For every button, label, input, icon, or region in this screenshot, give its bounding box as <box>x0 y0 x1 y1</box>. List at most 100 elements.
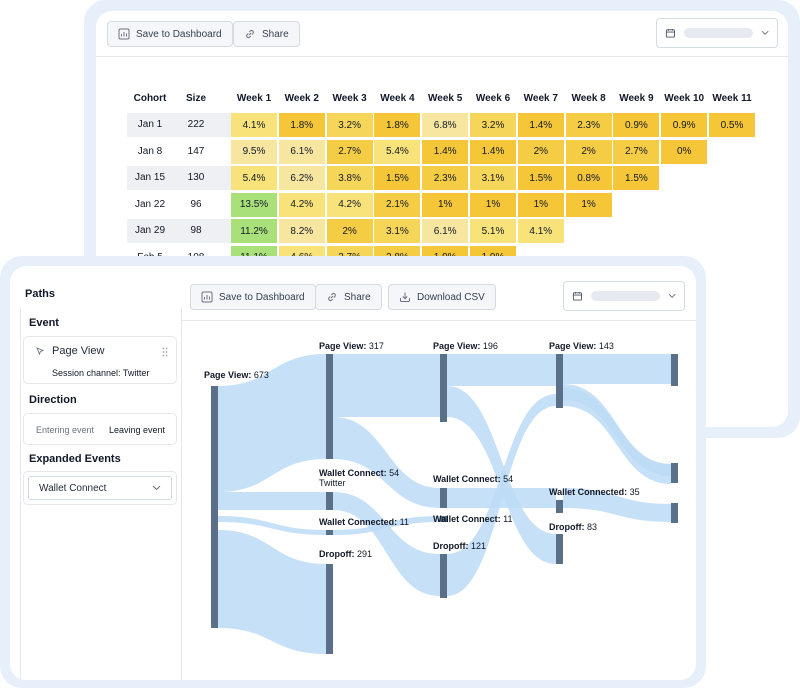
flow-label-name: Wallet Connected: <box>319 517 398 527</box>
retention-cell: 11.2% <box>231 219 277 243</box>
cohort-size: 222 <box>187 119 205 130</box>
flow-label-name: Page View: <box>433 341 481 351</box>
node-s2-wallet-connect[interactable] <box>440 488 447 508</box>
node-root-page-view[interactable] <box>211 386 218 628</box>
node-s2-wallet-connect-2[interactable] <box>440 516 447 522</box>
node-s1-wallet-connect[interactable] <box>326 492 333 510</box>
retention-cell: 2% <box>517 139 564 164</box>
event-card[interactable]: Page View Session channel: Twitter <box>23 336 177 384</box>
flow-label-value: 196 <box>480 341 498 351</box>
retention-cell: 1.8% <box>278 113 325 137</box>
cohort-header-10: Week 9 <box>619 93 654 104</box>
node-s4-top[interactable] <box>671 354 678 386</box>
node-s2-page-view[interactable] <box>440 354 447 422</box>
toolbar-divider <box>96 56 788 57</box>
chart-icon <box>118 28 130 40</box>
save-to-dashboard-button[interactable]: Save to Dashboard <box>107 21 233 47</box>
cohort-label: Jan 8 <box>137 145 163 157</box>
download-csv-button[interactable]: Download CSV <box>388 284 496 310</box>
retention-cell: 2.3% <box>565 113 612 137</box>
paths-share-button[interactable]: Share <box>315 284 382 310</box>
retention-cell: 0.9% <box>613 113 660 137</box>
chevron-down-icon <box>761 30 769 36</box>
node-s3-dropoff[interactable] <box>556 534 563 564</box>
retention-cell: 6.8% <box>422 113 469 137</box>
node-s1-page-view[interactable] <box>326 354 333 459</box>
retention-cell: 5.4% <box>231 166 277 190</box>
sidebar-left-divider <box>20 308 21 680</box>
cohort-header-8: Week 7 <box>523 93 558 104</box>
flow-link-page4 <box>563 354 671 384</box>
flow-link-return4 <box>563 388 671 476</box>
paths-save-to-dashboard-button[interactable]: Save to Dashboard <box>190 284 316 310</box>
direction-leaving-option[interactable]: Leaving event <box>109 425 166 435</box>
flow-label-value: 11 <box>500 514 513 524</box>
retention-cell: 3.8% <box>326 166 373 190</box>
cohort-header-4: Week 3 <box>332 93 367 104</box>
flow-label-s3-wallet: Wallet Connected: 35 <box>549 487 640 497</box>
flow-label-s2-wallet: Wallet Connect: 54 <box>433 474 513 484</box>
retention-cell: 6.1% <box>278 139 325 164</box>
direction-toggle: Entering event Leaving event <box>23 413 177 445</box>
cohort-size: 130 <box>187 172 205 183</box>
drag-handle-icon[interactable] <box>162 347 168 357</box>
flow-label-s3-drop: Dropoff: 83 <box>549 522 597 532</box>
cursor-icon <box>36 347 45 356</box>
expanded-events-select[interactable]: Wallet Connect <box>28 476 172 500</box>
node-s3-wallet-connected[interactable] <box>556 500 563 513</box>
retention-cell: 1.5% <box>613 166 660 190</box>
flow-link-page-page <box>333 354 440 417</box>
retention-cell: 13.5% <box>231 192 277 217</box>
retention-cell: 0.9% <box>661 113 708 137</box>
retention-cell: 3.2% <box>470 113 516 137</box>
cohort-label: Jan 29 <box>134 225 166 236</box>
retention-cell: 0.8% <box>565 166 612 190</box>
cohort-size: 98 <box>190 225 202 236</box>
node-s2-dropoff[interactable] <box>440 554 447 598</box>
cohort-header-9: Week 8 <box>571 93 606 104</box>
link-icon <box>328 293 336 301</box>
expanded-events-value: Wallet Connect <box>39 482 107 494</box>
retention-cell: 2.1% <box>374 192 421 217</box>
retention-cell: 1% <box>422 192 469 217</box>
flow-link-dropoff-page3 <box>447 394 556 596</box>
cohort-window: Save to Dashboard Share Cohort Size Week 1… <box>96 11 788 427</box>
cohort-header-11: Week 10 <box>664 93 705 104</box>
cohort-label: Jan 1 <box>137 119 163 130</box>
direction-entering-option[interactable]: Entering event <box>36 425 95 435</box>
flow-link-root-wallet2 <box>218 516 326 535</box>
retention-cell: 0.5% <box>709 113 755 137</box>
node-s4-bottom[interactable] <box>671 503 678 523</box>
flow-label-name: Dropoff: <box>433 541 469 551</box>
flow-label-value: 83 <box>584 522 598 532</box>
node-s1-dropoff[interactable] <box>326 564 333 654</box>
retention-cell: 3.2% <box>326 113 373 137</box>
paths-toolbar-divider <box>182 320 696 321</box>
flow-label-name: Page View: <box>204 370 252 380</box>
sidebar-divider <box>181 308 182 680</box>
flow-label-value: 54 <box>386 468 400 478</box>
cohort-size: 147 <box>187 145 205 157</box>
retention-cell: 2.7% <box>613 139 660 164</box>
paths-title: Paths <box>25 288 55 300</box>
flow-label-name: Page View: <box>549 341 597 351</box>
flow-label-name: Page View: <box>319 341 367 351</box>
flow-link-wallet4 <box>563 488 671 522</box>
share-button[interactable]: Share <box>233 21 300 47</box>
flow-link-wallet-dropoff <box>333 492 440 596</box>
flow-label-name: Wallet Connect: <box>319 468 387 478</box>
paths-date-range-select[interactable] <box>563 281 685 311</box>
retention-cell: 5.4% <box>374 139 421 164</box>
retention-cell: 4.2% <box>278 192 325 217</box>
retention-cell: 1.8% <box>374 113 421 137</box>
node-s4-middle[interactable] <box>671 463 678 483</box>
retention-cell: 9.5% <box>231 139 277 164</box>
flow-label-s1-drop: Dropoff: 291 <box>319 549 372 559</box>
node-s3-page-view[interactable] <box>556 354 563 408</box>
date-range-select[interactable] <box>656 18 778 48</box>
calendar-icon <box>665 28 675 38</box>
expanded-events-heading: Expanded Events <box>29 453 121 465</box>
cohort-size: 96 <box>190 198 202 210</box>
cohort-header-7: Week 6 <box>475 93 511 104</box>
node-s1-wallet-connected[interactable] <box>326 530 333 535</box>
